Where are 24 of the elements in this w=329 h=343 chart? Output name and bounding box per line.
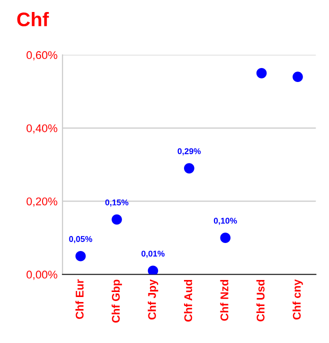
- point: [112, 214, 122, 225]
- y-tick-label: 0,00%: [26, 270, 58, 280]
- x-tick-label: Chf Jpy: [148, 279, 158, 320]
- point: [184, 163, 194, 174]
- chart-title: Chf: [17, 12, 49, 26]
- point: [148, 266, 158, 274]
- point: [75, 250, 86, 262]
- data-label: 0,05%: [69, 236, 92, 244]
- x-tick-label: Chf Usd: [256, 280, 265, 322]
- point: [256, 68, 267, 78]
- x-tick-label: Chf Eur: [75, 279, 84, 319]
- data-label: 0,15%: [105, 199, 128, 207]
- y-tick-label: 0,60%: [26, 51, 58, 60]
- y-tick-label: 0,20%: [26, 197, 58, 207]
- point: [220, 232, 231, 243]
- y-tick-label: 0,40%: [26, 124, 58, 134]
- x-tick-label: Chf cny: [292, 279, 303, 320]
- x-tick-label: Chf Nzd: [220, 280, 228, 321]
- point: [292, 72, 303, 82]
- x-tick-label: Chf Aud: [184, 280, 192, 322]
- data-label: 0,01%: [142, 250, 165, 258]
- data-label: 0,29%: [178, 148, 201, 156]
- x-tick-label: Chf Gbp: [112, 280, 122, 323]
- data-label: 0,10%: [214, 218, 237, 225]
